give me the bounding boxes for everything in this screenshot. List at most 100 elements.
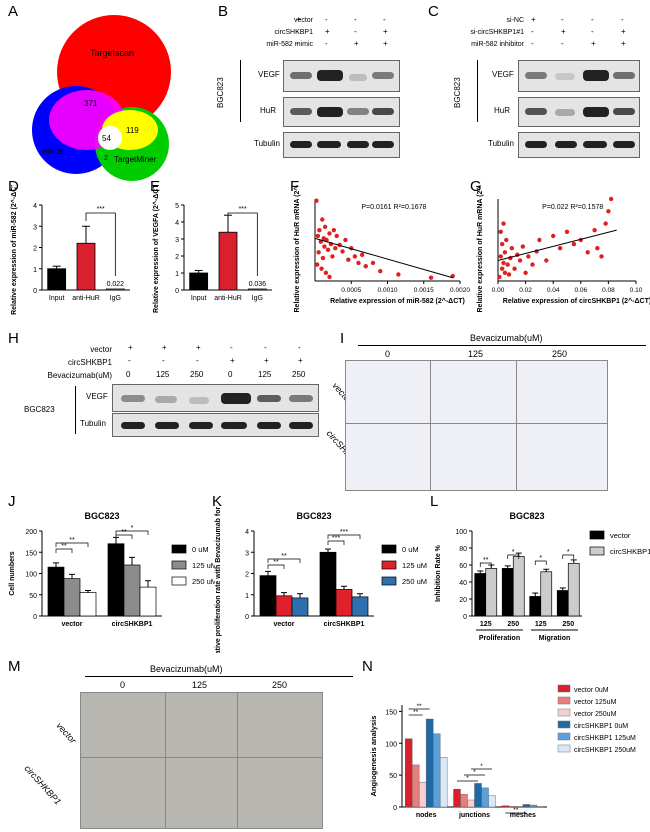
significance-bracket xyxy=(227,212,258,276)
sign: 125 xyxy=(156,370,170,379)
x-tick-label: 0.0015 xyxy=(414,287,434,294)
blot-c-band-label: VEGF xyxy=(492,70,514,79)
data-point xyxy=(346,257,351,262)
panel-label-c: C xyxy=(428,3,439,20)
venn-label-targetscan: Targetscan xyxy=(90,48,134,58)
data-point xyxy=(327,231,332,236)
bar xyxy=(247,288,267,291)
panel-m-title: Bevacizumab(uM) xyxy=(150,664,223,674)
bar xyxy=(218,231,238,291)
panel-i-title: Bevacizumab(uM) xyxy=(470,333,543,343)
data-point xyxy=(428,275,434,280)
legend-label: circSHKBP1 125uM xyxy=(574,735,636,742)
bar xyxy=(139,586,157,617)
y-tick-label: 200 xyxy=(25,529,37,536)
significance-bracket xyxy=(562,554,575,559)
y-axis-label: Angiogenesis analysis xyxy=(369,716,378,797)
panel-label-b: B xyxy=(218,3,229,20)
blot-b-tubulin xyxy=(283,132,400,158)
significance-bracket xyxy=(479,562,492,567)
data-point xyxy=(314,198,319,203)
significance-label: *** xyxy=(97,206,105,213)
significance-bracket xyxy=(55,548,73,553)
data-point xyxy=(370,260,376,266)
x-tick-label: 0.04 xyxy=(547,287,560,294)
sign: + xyxy=(383,39,388,48)
data-point xyxy=(498,229,503,234)
y-tick-label: 2 xyxy=(245,572,249,579)
sign: + xyxy=(561,27,566,36)
x-axis-label: Relative expression of miR-582 (2^-ΔCT) xyxy=(330,297,465,305)
bar xyxy=(529,596,542,617)
data-point xyxy=(499,241,505,247)
significance-label: ** xyxy=(417,703,423,710)
significance-label: * xyxy=(131,525,134,532)
significance-label: *** xyxy=(340,529,348,536)
data-point xyxy=(331,227,337,233)
x-tick-label: nodes xyxy=(416,812,437,819)
venn-diagram: Targetscan 371 54 119 2 miRDB TargetMine… xyxy=(32,15,171,181)
stat-label: P=0.022 R²=0.1578 xyxy=(542,204,603,211)
bar xyxy=(259,575,277,617)
data-point xyxy=(571,241,577,247)
panel-m-col-0: 0 xyxy=(120,680,126,690)
venn-count-119: 119 xyxy=(126,126,139,135)
venn-count-371: 371 xyxy=(84,99,98,108)
data-point xyxy=(502,270,508,275)
blot-c-cell-line: BGC823 xyxy=(453,77,462,108)
y-tick-label: 0 xyxy=(33,288,37,295)
legend-label: 0 uM xyxy=(192,545,209,554)
blot-c-row-label: miR-582 inhibitor xyxy=(471,41,524,48)
data-point xyxy=(557,246,563,251)
sign: - xyxy=(296,27,299,36)
bar xyxy=(439,757,448,808)
bar xyxy=(63,578,81,617)
legend-swatch xyxy=(171,560,187,570)
bar xyxy=(351,596,369,617)
significance-label: *** xyxy=(239,206,247,213)
bar xyxy=(501,805,510,808)
data-point xyxy=(396,272,401,277)
significance-bracket xyxy=(267,564,285,569)
sign: - xyxy=(325,15,328,24)
panel-label-m: M xyxy=(8,658,21,675)
data-point xyxy=(325,247,331,253)
blot-h-vegf xyxy=(112,384,319,412)
sign: + xyxy=(621,27,626,36)
micrograph-i-circ-125 xyxy=(430,423,518,491)
sign: - xyxy=(354,27,357,36)
y-tick-label: 20 xyxy=(459,597,467,604)
sign: - xyxy=(296,39,299,48)
data-point xyxy=(509,246,514,251)
bar xyxy=(488,795,496,808)
y-axis-label: Relative expression of HuR mRNA (2^-ΔCT) xyxy=(476,185,484,313)
micrograph-i-circ-250 xyxy=(516,423,608,491)
blot-c-row-label: si-circSHKBP1#1 xyxy=(470,29,524,36)
data-point xyxy=(314,262,320,267)
sign: + xyxy=(531,15,536,24)
stat-label: P=0.0161 R²=0.1678 xyxy=(361,204,426,211)
panel-label-k: K xyxy=(212,493,223,510)
sign: + xyxy=(162,343,167,352)
bar xyxy=(404,738,413,808)
micrograph-i-vector-0 xyxy=(345,360,432,425)
y-tick-label: 60 xyxy=(459,563,467,570)
blot-c-band-label: Tubulin xyxy=(488,139,514,148)
panel-i-col-250: 250 xyxy=(552,349,568,359)
x-tick-label: 125 xyxy=(535,621,547,628)
y-tick-label: 100 xyxy=(385,741,397,748)
bar xyxy=(425,718,434,808)
legend-label: 250 uM xyxy=(402,577,427,586)
micrograph-m-vector-250 xyxy=(237,692,323,759)
y-tick-label: 1 xyxy=(175,271,179,278)
y-tick-label: 50 xyxy=(389,773,397,780)
y-tick-label: 5 xyxy=(175,203,179,210)
y-tick-label: 1 xyxy=(33,267,37,274)
value-label: 0.022 xyxy=(107,281,125,288)
bar xyxy=(567,562,580,617)
micrograph-m-circ-125 xyxy=(165,757,239,829)
sign: + xyxy=(591,39,596,48)
legend-label: vector 250uM xyxy=(574,711,617,718)
legend-swatch xyxy=(171,544,187,554)
data-point xyxy=(378,268,383,274)
